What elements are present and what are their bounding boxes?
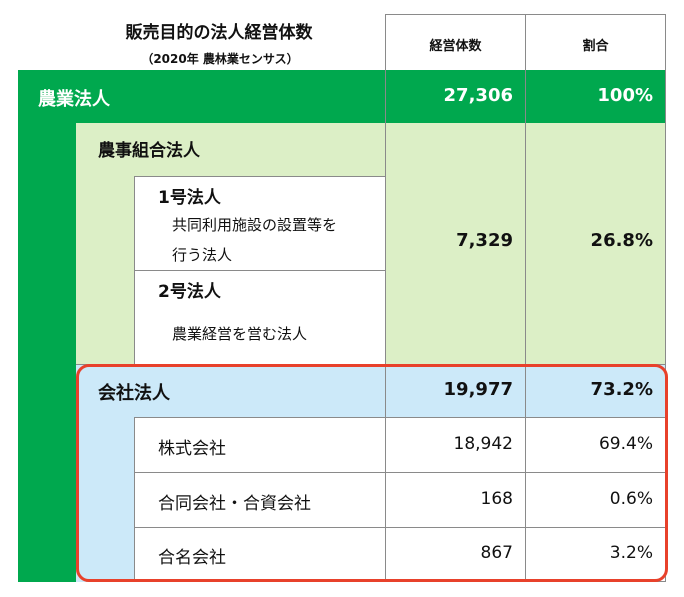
nojikumiai-ratio: 26.8% bbox=[590, 230, 653, 251]
nogyo-row-band bbox=[18, 70, 666, 123]
grid-line bbox=[134, 527, 666, 528]
go1-desc-line1: 共同利用施設の設置等を bbox=[172, 216, 338, 234]
table-title: 販売目的の法人経営体数 bbox=[125, 23, 313, 43]
kaisha-label: 会社法人 bbox=[98, 383, 170, 404]
grid-line bbox=[665, 14, 666, 582]
grid-line bbox=[134, 417, 135, 582]
table-subtitle: （2020年 農林業センサス） bbox=[141, 52, 299, 66]
kaisha-row-band bbox=[76, 364, 666, 417]
kaisha-left-bar bbox=[76, 417, 134, 582]
go-subbox-1 bbox=[134, 176, 385, 270]
nogyo-left-bar bbox=[18, 123, 76, 582]
gomei-ratio: 3.2% bbox=[609, 543, 653, 563]
nojikumiai-count: 7,329 bbox=[456, 230, 513, 251]
kabushiki-count: 18,942 bbox=[453, 434, 513, 454]
grid-line bbox=[134, 581, 666, 582]
grid-line bbox=[134, 417, 666, 418]
nogyo-count: 27,306 bbox=[443, 85, 513, 106]
header-count: 経営体数 bbox=[429, 39, 482, 54]
kabushiki-label: 株式会社 bbox=[158, 439, 226, 459]
grid-line bbox=[134, 176, 385, 177]
gomei-count: 867 bbox=[480, 543, 513, 563]
nogyo-label: 農業法人 bbox=[38, 89, 110, 110]
kaisha-count: 19,977 bbox=[443, 379, 513, 400]
grid-line bbox=[134, 270, 385, 271]
kabushiki-ratio: 69.4% bbox=[598, 434, 653, 454]
grid-line bbox=[385, 14, 386, 582]
go2-label: 2号法人 bbox=[158, 282, 221, 302]
godo-ratio: 0.6% bbox=[609, 489, 653, 509]
kaisha-ratio: 73.2% bbox=[590, 379, 653, 400]
nogyo-ratio: 100% bbox=[597, 85, 653, 106]
go1-desc-line2: 行う法人 bbox=[172, 246, 233, 264]
go-subbox-2 bbox=[134, 270, 385, 364]
gomei-label: 合名会社 bbox=[158, 548, 226, 568]
go2-desc: 農業経営を営む法人 bbox=[172, 325, 308, 343]
grid-line bbox=[134, 472, 666, 473]
grid-line bbox=[525, 14, 526, 582]
grid-line bbox=[76, 364, 666, 365]
go1-label: 1号法人 bbox=[158, 188, 221, 208]
grid-line bbox=[385, 14, 666, 15]
godo-count: 168 bbox=[480, 489, 513, 509]
header-ratio: 割合 bbox=[582, 39, 609, 54]
nojikumiai-label: 農事組合法人 bbox=[98, 141, 200, 161]
godo-label: 合同会社・合資会社 bbox=[158, 494, 311, 514]
